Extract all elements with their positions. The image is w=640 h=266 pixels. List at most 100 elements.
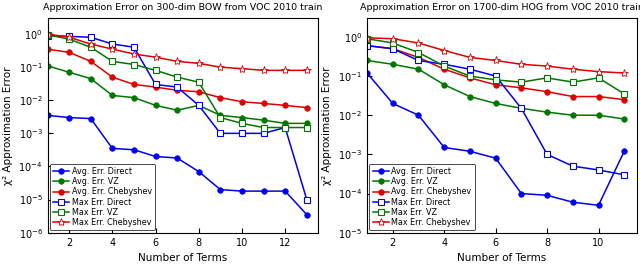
Avg. Err. Chebyshev [440,68,448,71]
Max Err. Direct [415,59,422,62]
Avg. Err. Chebyshev [303,106,310,109]
Avg. Err. Chebyshev [216,96,224,99]
Max Err. Chebyshev [492,59,499,62]
Avg. Err. Chebyshev [492,83,499,86]
Max Err. Direct [216,132,224,135]
Max Err. Chebyshev [543,64,551,68]
Avg. Err. VZ [238,116,246,119]
Max Err. Chebyshev [44,32,51,36]
Max Err. VZ [65,38,73,41]
Max Err. Chebyshev [364,36,371,39]
Max Err. Direct [260,132,268,135]
Max Err. VZ [260,126,268,129]
Avg. Err. VZ [152,104,159,107]
Max Err. VZ [389,41,397,45]
Line: Max Err. Chebyshev: Max Err. Chebyshev [44,30,311,74]
Avg. Err. Direct [195,170,203,173]
Avg. Err. VZ [130,96,138,99]
Avg. Err. VZ [282,122,289,125]
Avg. Err. Chebyshev [415,56,422,59]
Max Err. Chebyshev [466,56,474,59]
Max Err. Direct [282,126,289,129]
Avg. Err. Direct [440,146,448,149]
Line: Avg. Err. Direct: Avg. Err. Direct [45,113,310,217]
Avg. Err. Direct [44,114,51,117]
Max Err. Chebyshev [415,41,422,45]
Max Err. VZ [415,51,422,54]
Avg. Err. Direct [109,147,116,150]
Max Err. Direct [65,35,73,38]
Max Err. VZ [620,92,628,95]
Legend: Avg. Err. Direct, Avg. Err. VZ, Avg. Err. Chebyshev, Max Err. Direct, Max Err. V: Avg. Err. Direct, Avg. Err. VZ, Avg. Err… [369,164,474,230]
Avg. Err. Chebyshev [195,90,203,93]
Max Err. Chebyshev [282,69,289,72]
Avg. Err. VZ [543,111,551,114]
Max Err. Direct [87,36,95,39]
Line: Max Err. VZ: Max Err. VZ [45,32,310,130]
Avg. Err. Direct [130,148,138,151]
Avg. Err. VZ [173,109,181,112]
Avg. Err. Chebyshev [389,47,397,50]
Y-axis label: χ² Approximation Error: χ² Approximation Error [3,66,13,185]
Max Err. Chebyshev [238,67,246,70]
Max Err. Chebyshev [518,63,525,66]
Max Err. VZ [440,64,448,68]
Max Err. Direct [130,46,138,49]
Max Err. Direct [595,168,602,172]
Avg. Err. Chebyshev [620,98,628,101]
Max Err. Chebyshev [152,56,159,59]
Max Err. VZ [216,116,224,119]
Line: Avg. Err. Chebyshev: Avg. Err. Chebyshev [45,46,310,110]
Avg. Err. Chebyshev [65,51,73,54]
Max Err. Chebyshev [130,52,138,56]
Max Err. Direct [466,68,474,71]
Max Err. VZ [238,122,246,125]
Max Err. VZ [87,46,95,49]
Max Err. Direct [152,83,159,86]
Avg. Err. Direct [303,213,310,216]
Max Err. Chebyshev [569,68,577,71]
Avg. Err. VZ [518,107,525,110]
Avg. Err. Chebyshev [518,86,525,89]
Max Err. Direct [440,63,448,66]
Avg. Err. VZ [364,59,371,62]
Title: Approximation Error on 300-dim BOW from VOC 2010 train: Approximation Error on 300-dim BOW from … [43,3,322,12]
Avg. Err. Direct [260,189,268,193]
Avg. Err. Direct [492,157,499,160]
X-axis label: Number of Terms: Number of Terms [458,253,547,263]
Avg. Err. Direct [569,201,577,204]
Max Err. VZ [195,81,203,84]
Avg. Err. VZ [415,68,422,71]
Avg. Err. VZ [569,114,577,117]
Line: Avg. Err. Chebyshev: Avg. Err. Chebyshev [364,43,627,102]
Max Err. Direct [195,104,203,107]
Avg. Err. Direct [282,189,289,193]
Line: Avg. Err. VZ: Avg. Err. VZ [364,58,627,122]
Max Err. Direct [569,165,577,168]
X-axis label: Number of Terms: Number of Terms [138,253,227,263]
Avg. Err. VZ [389,63,397,66]
Avg. Err. VZ [260,119,268,122]
Max Err. VZ [569,81,577,84]
Max Err. Chebyshev [109,48,116,51]
Avg. Err. Chebyshev [87,60,95,63]
Legend: Avg. Err. Direct, Avg. Err. VZ, Avg. Err. Chebyshev, Max Err. Direct, Max Err. V: Avg. Err. Direct, Avg. Err. VZ, Avg. Err… [50,164,155,230]
Max Err. VZ [173,76,181,79]
Title: Approximation Error on 1700-dim HOG from VOC 2010 train: Approximation Error on 1700-dim HOG from… [360,3,640,12]
Avg. Err. Direct [65,116,73,119]
Max Err. Chebyshev [216,65,224,69]
Avg. Err. Chebyshev [238,100,246,103]
Avg. Err. Chebyshev [364,44,371,47]
Max Err. Direct [303,198,310,201]
Avg. Err. VZ [620,117,628,120]
Avg. Err. Direct [466,150,474,153]
Avg. Err. Direct [152,155,159,158]
Avg. Err. Chebyshev [44,48,51,51]
Max Err. VZ [543,76,551,80]
Avg. Err. VZ [466,95,474,98]
Avg. Err. VZ [216,114,224,117]
Avg. Err. Direct [620,150,628,153]
Avg. Err. VZ [195,104,203,107]
Avg. Err. VZ [440,83,448,86]
Y-axis label: χ² Approximation Error: χ² Approximation Error [323,66,332,185]
